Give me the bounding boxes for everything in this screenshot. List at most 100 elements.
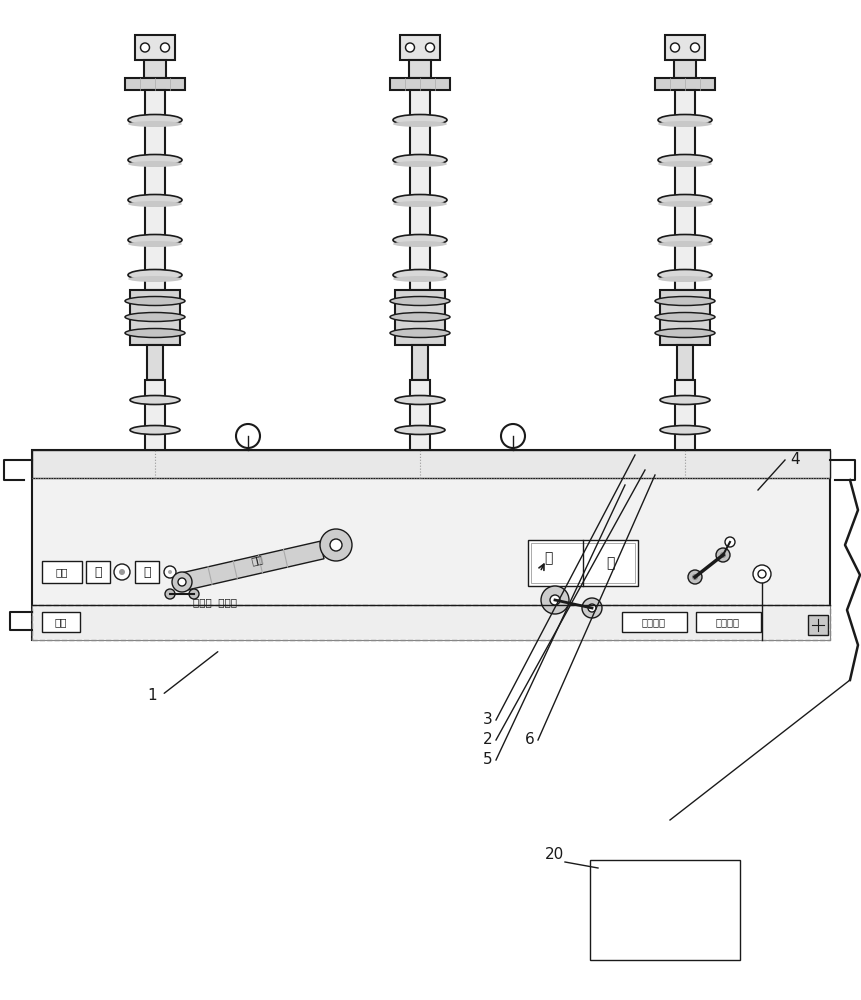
Circle shape bbox=[687, 570, 701, 584]
Ellipse shape bbox=[657, 201, 711, 207]
Ellipse shape bbox=[127, 234, 182, 245]
Circle shape bbox=[140, 43, 149, 52]
Ellipse shape bbox=[125, 328, 185, 338]
Bar bbox=[400, 460, 439, 478]
Circle shape bbox=[587, 604, 595, 612]
Text: 储能: 储能 bbox=[250, 554, 263, 566]
Text: 重合闸退: 重合闸退 bbox=[715, 617, 739, 627]
Ellipse shape bbox=[389, 312, 449, 322]
Circle shape bbox=[330, 539, 342, 551]
Polygon shape bbox=[180, 541, 324, 591]
Ellipse shape bbox=[657, 161, 711, 167]
Ellipse shape bbox=[389, 296, 449, 306]
Ellipse shape bbox=[127, 121, 182, 127]
Text: 已储能  未储能: 已储能 未储能 bbox=[193, 597, 237, 607]
Bar bbox=[147, 345, 163, 380]
Circle shape bbox=[541, 586, 568, 614]
Bar bbox=[394, 290, 444, 345]
Ellipse shape bbox=[394, 395, 444, 404]
Circle shape bbox=[690, 43, 698, 52]
Ellipse shape bbox=[393, 121, 447, 127]
Ellipse shape bbox=[130, 395, 180, 404]
Circle shape bbox=[189, 589, 199, 599]
Circle shape bbox=[425, 43, 434, 52]
Text: 合: 合 bbox=[605, 556, 614, 570]
Ellipse shape bbox=[130, 426, 180, 434]
Bar bbox=[135, 460, 175, 478]
Ellipse shape bbox=[125, 312, 185, 322]
Ellipse shape bbox=[657, 276, 711, 282]
Ellipse shape bbox=[657, 234, 711, 245]
Text: 5: 5 bbox=[483, 752, 492, 768]
Ellipse shape bbox=[657, 154, 711, 166]
Ellipse shape bbox=[393, 201, 447, 207]
Ellipse shape bbox=[127, 269, 182, 280]
Bar bbox=[664, 35, 704, 60]
Circle shape bbox=[168, 570, 172, 574]
Circle shape bbox=[719, 552, 725, 558]
Ellipse shape bbox=[130, 450, 180, 460]
Text: 分: 分 bbox=[543, 551, 552, 565]
Circle shape bbox=[691, 574, 697, 580]
Ellipse shape bbox=[660, 450, 709, 460]
Circle shape bbox=[670, 43, 678, 52]
Circle shape bbox=[405, 43, 414, 52]
Bar bbox=[673, 60, 695, 78]
Ellipse shape bbox=[127, 241, 182, 247]
Text: 合: 合 bbox=[143, 566, 151, 578]
Bar bbox=[410, 90, 430, 290]
Bar bbox=[530, 543, 635, 583]
Circle shape bbox=[119, 569, 125, 575]
Circle shape bbox=[177, 578, 186, 586]
Bar bbox=[130, 290, 180, 345]
Text: 远程: 远程 bbox=[56, 567, 68, 577]
Text: 4: 4 bbox=[790, 452, 799, 468]
Ellipse shape bbox=[657, 194, 711, 206]
Bar bbox=[32, 605, 829, 640]
Bar bbox=[412, 345, 428, 380]
Bar bbox=[32, 450, 829, 478]
Bar bbox=[145, 380, 164, 460]
Ellipse shape bbox=[657, 114, 711, 126]
Text: 20: 20 bbox=[545, 847, 564, 862]
Ellipse shape bbox=[394, 426, 444, 434]
Bar bbox=[86, 561, 110, 583]
Ellipse shape bbox=[127, 194, 182, 206]
Ellipse shape bbox=[393, 276, 447, 282]
Circle shape bbox=[172, 572, 192, 592]
Bar bbox=[135, 35, 175, 60]
Bar bbox=[144, 60, 166, 78]
Bar bbox=[664, 460, 704, 478]
Circle shape bbox=[724, 537, 734, 547]
Text: 分: 分 bbox=[94, 566, 102, 578]
Ellipse shape bbox=[660, 395, 709, 404]
Bar bbox=[125, 78, 185, 90]
Ellipse shape bbox=[394, 450, 444, 460]
Bar bbox=[32, 450, 829, 640]
Bar bbox=[410, 380, 430, 460]
Bar bbox=[400, 35, 439, 60]
Ellipse shape bbox=[654, 328, 714, 338]
Ellipse shape bbox=[393, 194, 447, 206]
Text: 就地: 就地 bbox=[55, 617, 67, 627]
Ellipse shape bbox=[127, 276, 182, 282]
Ellipse shape bbox=[393, 161, 447, 167]
Ellipse shape bbox=[127, 114, 182, 126]
Ellipse shape bbox=[657, 269, 711, 280]
Ellipse shape bbox=[654, 296, 714, 306]
Ellipse shape bbox=[127, 201, 182, 207]
Ellipse shape bbox=[393, 154, 447, 166]
Bar bbox=[622, 612, 686, 632]
Text: 1: 1 bbox=[147, 688, 157, 702]
Ellipse shape bbox=[393, 269, 447, 280]
Ellipse shape bbox=[393, 241, 447, 247]
Ellipse shape bbox=[393, 234, 447, 245]
Text: 重合闸投: 重合闸投 bbox=[641, 617, 666, 627]
Bar bbox=[408, 60, 430, 78]
Ellipse shape bbox=[393, 114, 447, 126]
Ellipse shape bbox=[654, 312, 714, 322]
Bar bbox=[807, 615, 827, 635]
Bar bbox=[674, 90, 694, 290]
Circle shape bbox=[236, 424, 260, 448]
Ellipse shape bbox=[127, 161, 182, 167]
